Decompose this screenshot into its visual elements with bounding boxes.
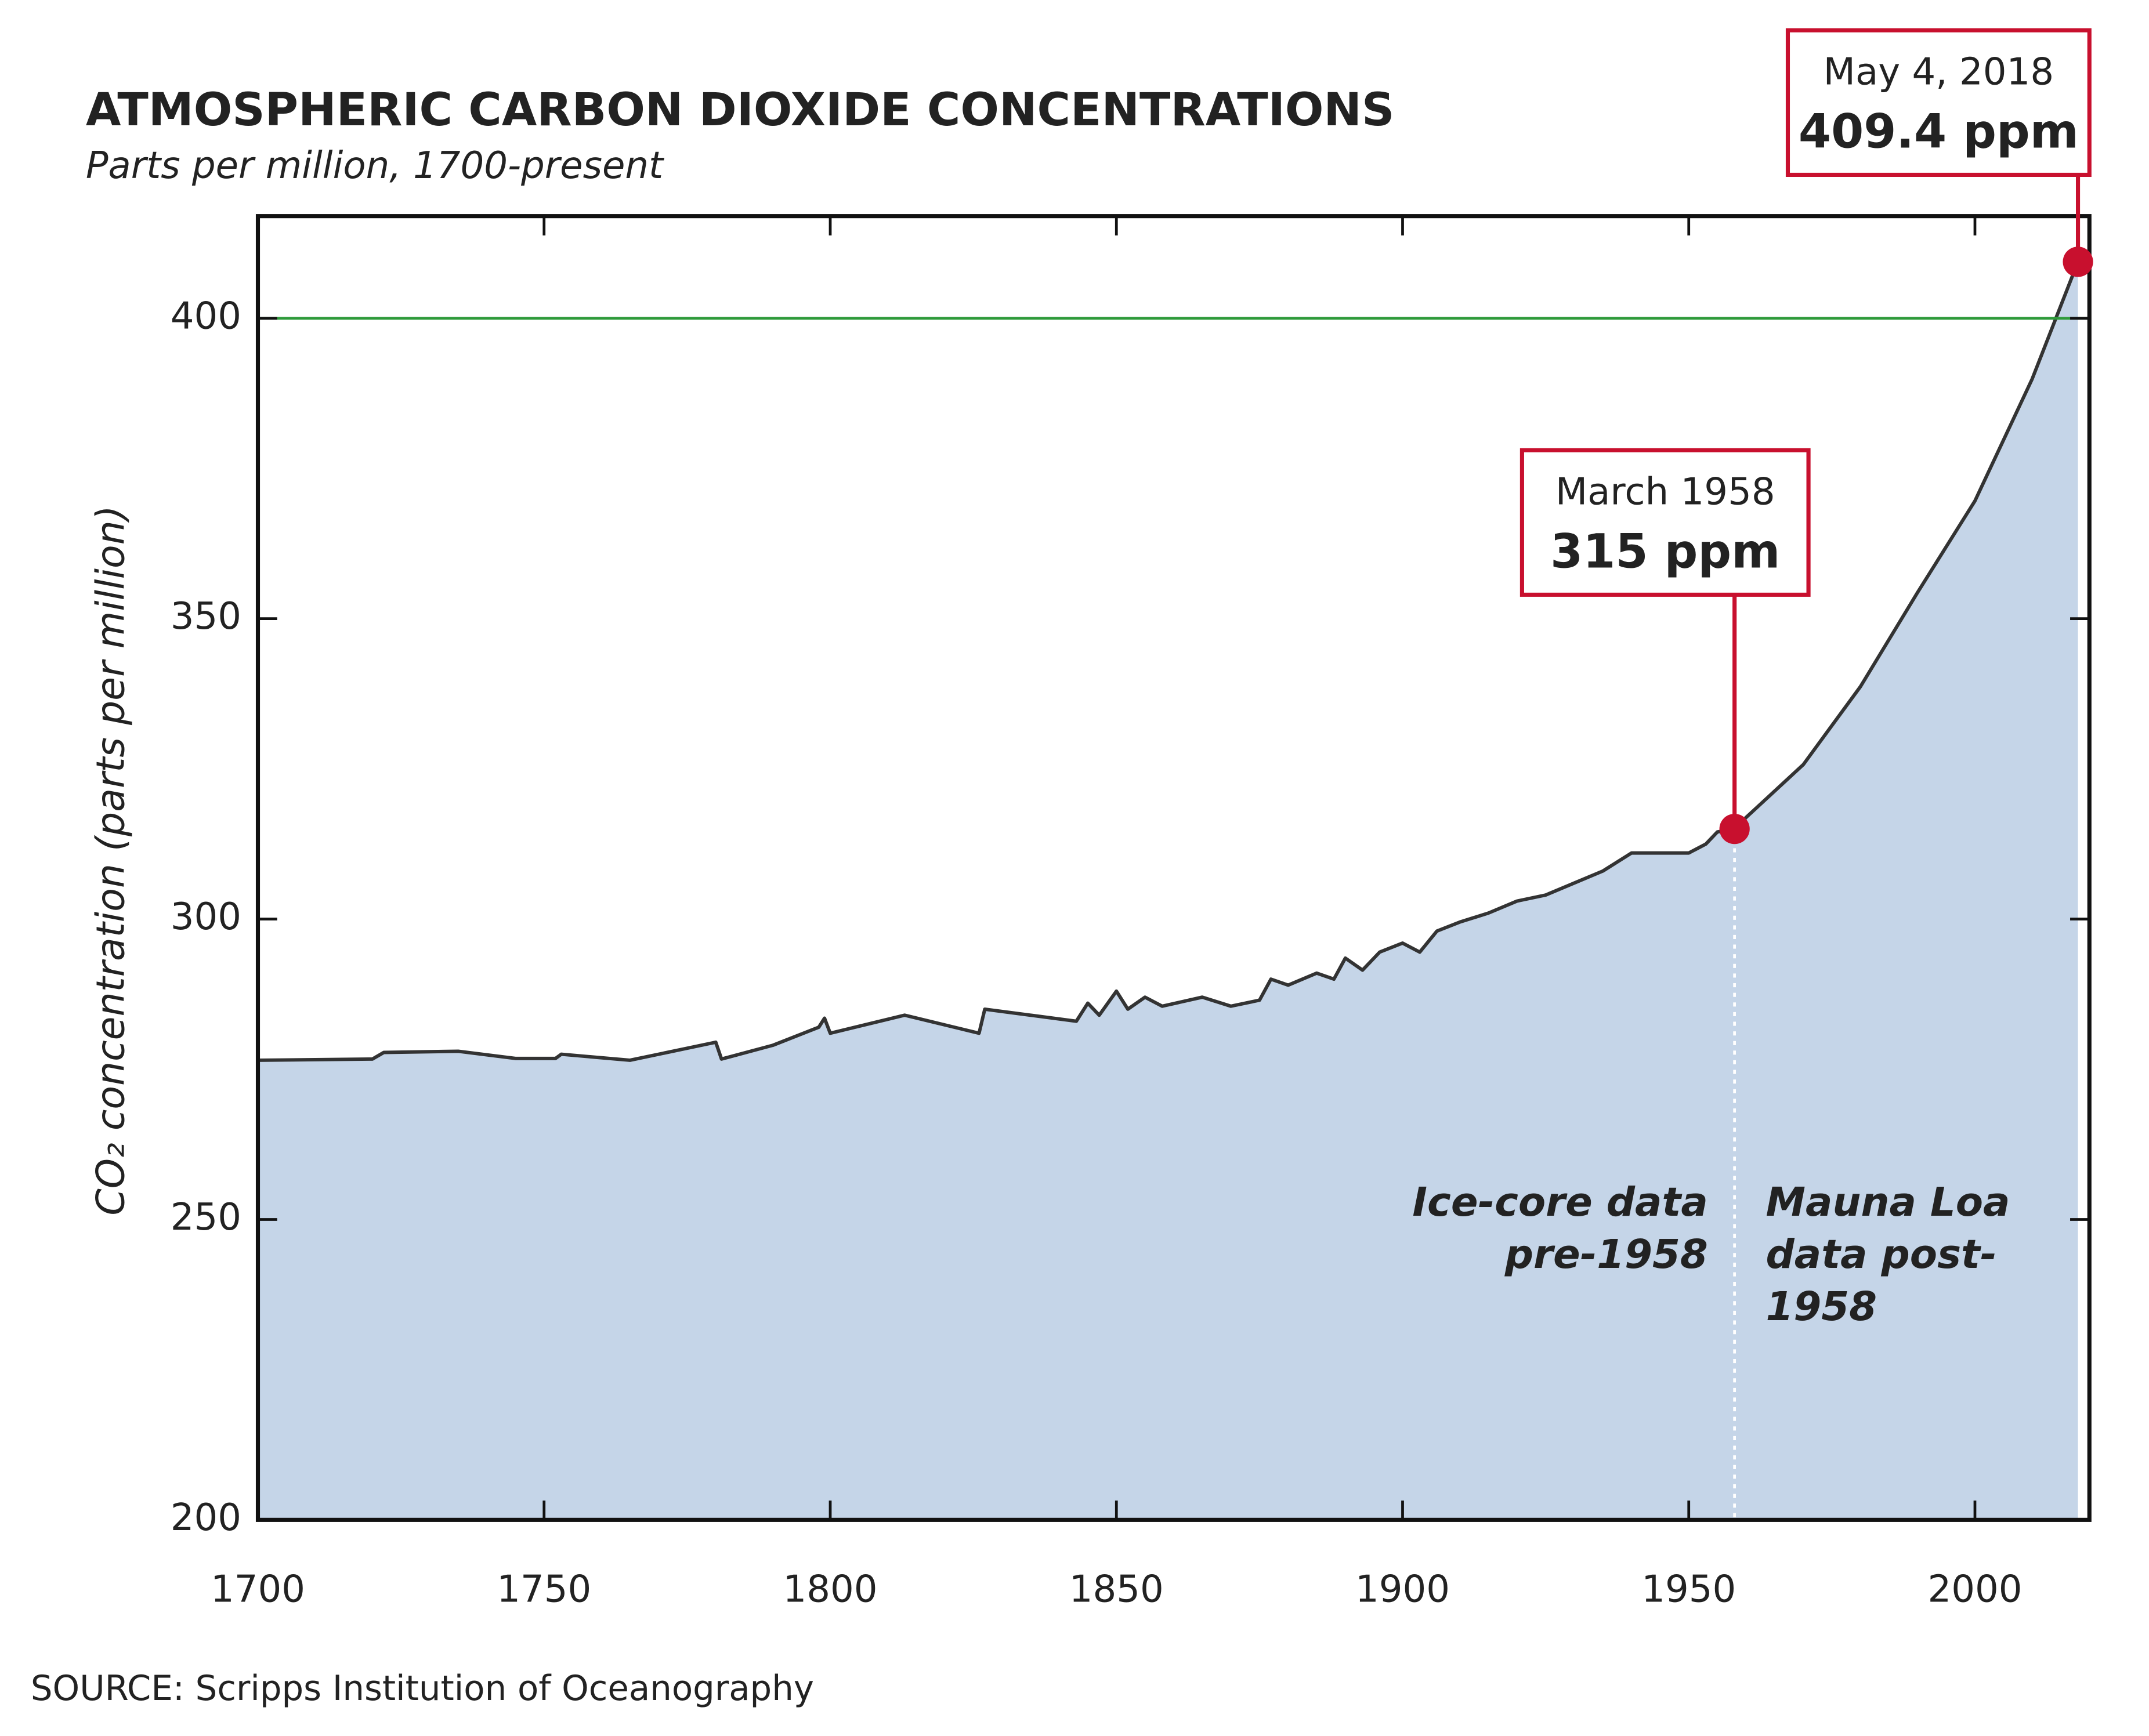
annotation-dot bbox=[1719, 814, 1750, 845]
area bbox=[258, 262, 2078, 1520]
x-tick-label: 1700 bbox=[211, 1568, 305, 1611]
note: data post- bbox=[1766, 1231, 1997, 1278]
x-tick-label: 1850 bbox=[1069, 1568, 1164, 1611]
annotation-text: May 4, 2018 bbox=[1824, 51, 2054, 94]
x-tick-label: 2000 bbox=[1927, 1568, 2022, 1611]
y-tick-label: 250 bbox=[171, 1196, 241, 1239]
annotation-box bbox=[1785, 28, 2092, 177]
chart-title: ATMOSPHERIC CARBON DIOXIDE CONCENTRATION… bbox=[86, 84, 1395, 136]
annotation-text: 409.4 ppm bbox=[1799, 105, 2079, 160]
y-tick-label: 400 bbox=[171, 295, 241, 338]
annotation-text: 315 ppm bbox=[1550, 524, 1780, 579]
line bbox=[258, 261, 2080, 1062]
x-tick-label: 1800 bbox=[783, 1568, 877, 1611]
x-tick-label: 1950 bbox=[1641, 1568, 1736, 1611]
note: pre-1958 bbox=[1504, 1231, 1708, 1278]
y-tick-label: 300 bbox=[171, 896, 241, 938]
annotation-box bbox=[1520, 448, 1811, 597]
source: SOURCE: Scripps Institution of Oceanogra… bbox=[31, 1668, 814, 1708]
note: Mauna Loa bbox=[1766, 1179, 2010, 1226]
x-tick-label: 1750 bbox=[497, 1568, 591, 1611]
note: 1958 bbox=[1766, 1284, 1877, 1330]
y-tick-label: 200 bbox=[171, 1496, 241, 1539]
chart-subtitle: Parts per million, 1700-present bbox=[86, 144, 665, 187]
y-tick-label: 350 bbox=[171, 595, 241, 638]
note: Ice-core data bbox=[1412, 1179, 1707, 1226]
y-axis-label: CO₂ concentration (parts per million) bbox=[88, 505, 133, 1215]
plot-frame bbox=[255, 214, 2092, 1522]
annotation-dot bbox=[2063, 247, 2093, 277]
x-tick-label: 1900 bbox=[1355, 1568, 1450, 1611]
annotation-text: March 1958 bbox=[1555, 471, 1775, 514]
